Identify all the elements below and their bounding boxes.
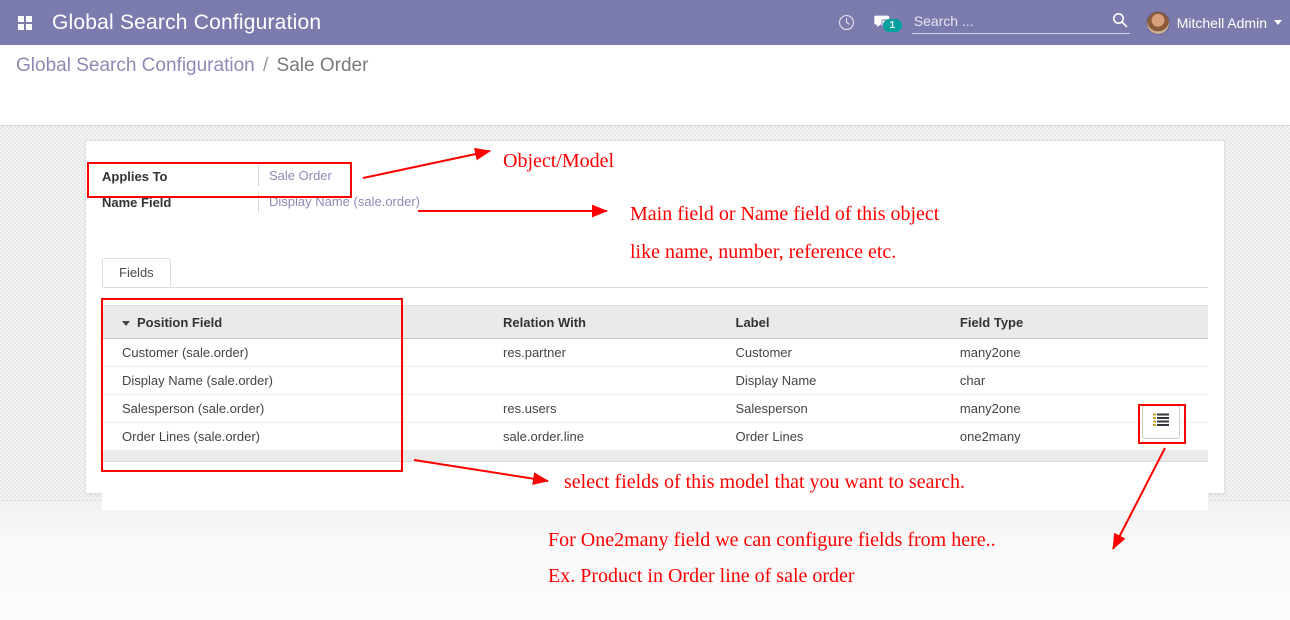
breadcrumb-separator: / (262, 55, 269, 76)
user-menu[interactable]: Mitchell Admin (1145, 10, 1282, 35)
table-row[interactable]: Customer (sale.order) res.partner Custom… (102, 338, 1208, 367)
notebook-tabs: Fields (102, 257, 1208, 288)
cell-position-field: Display Name (sale.order) (102, 366, 496, 395)
column-header-relation-with[interactable]: Relation With (495, 305, 728, 339)
cell-relation-with: sale.order.line (495, 422, 728, 451)
annotation-name-field-line1: Main field or Name field of this object (630, 203, 940, 225)
applies-to-value[interactable]: Sale Order (258, 165, 519, 187)
cell-actions (1136, 366, 1208, 395)
cell-field-type: one2many (951, 422, 1137, 451)
search-icon[interactable] (1112, 12, 1128, 33)
cell-relation-with (495, 366, 728, 395)
table-empty-row (102, 461, 1208, 510)
messages-badge: 1 (882, 19, 902, 32)
annotation-one2many-line2: Ex. Product in Order line of sale order (548, 565, 855, 587)
page-title: Global Search Configuration (52, 10, 322, 34)
tab-fields[interactable]: Fields (102, 258, 171, 287)
breadcrumb-current: Sale Order (276, 55, 369, 76)
cell-field-type: many2one (951, 338, 1137, 367)
user-name: Mitchell Admin (1176, 14, 1267, 31)
cell-position-field: Customer (sale.order) (102, 338, 496, 367)
search-box[interactable] (911, 11, 1130, 34)
navbar-right-group: 1 Mitchell Admin (832, 0, 1290, 45)
column-header-label[interactable]: Label (727, 305, 952, 339)
annotation-box-one2many-button (1138, 404, 1186, 444)
breadcrumb-root[interactable]: Global Search Configuration (16, 55, 255, 76)
annotation-one2many-line1: For One2many field we can configure fiel… (548, 529, 996, 551)
cell-label: Order Lines (727, 422, 952, 451)
table-row[interactable]: Order Lines (sale.order) sale.order.line… (102, 422, 1208, 451)
avatar (1145, 10, 1170, 35)
top-navbar: Global Search Configuration 1 Mit (0, 0, 1290, 45)
cell-relation-with: res.users (495, 394, 728, 423)
cell-label: Salesperson (727, 394, 952, 423)
table-row[interactable]: Display Name (sale.order) Display Name c… (102, 366, 1208, 395)
apps-grid-icon[interactable] (8, 15, 42, 30)
annotation-box-fields-list (101, 298, 403, 472)
applies-to-label: Applies To (102, 168, 168, 184)
messages-icon[interactable]: 1 (862, 13, 906, 32)
breadcrumb: Global Search Configuration / Sale Order (16, 55, 368, 77)
annotation-object-model: Object/Model (503, 150, 615, 172)
clock-icon[interactable] (832, 14, 862, 31)
column-header-field-type[interactable]: Field Type (951, 305, 1137, 339)
cell-field-type: many2one (951, 394, 1137, 423)
cell-label: Customer (727, 338, 952, 367)
search-input[interactable] (911, 11, 1094, 30)
column-header-position-field[interactable]: Position Field (102, 305, 496, 339)
cell-label: Display Name (727, 366, 952, 395)
cell-position-field: Salesperson (sale.order) (102, 394, 496, 423)
name-field-label: Name Field (102, 194, 172, 210)
caret-down-icon (122, 320, 130, 326)
table-spacer-row (102, 450, 1208, 462)
cell-position-field: Order Lines (sale.order) (102, 422, 496, 451)
chevron-down-icon (1274, 20, 1282, 25)
cell-relation-with: res.partner (495, 338, 728, 367)
page-footer-area (0, 500, 1290, 620)
fields-table: Position Field Relation With Label Field… (102, 305, 1208, 510)
annotation-name-field-line2: like name, number, reference etc. (630, 241, 897, 263)
annotation-box-applies-to (87, 162, 352, 198)
cell-actions (1136, 338, 1208, 367)
cell-field-type: char (951, 366, 1137, 395)
form-row-applies-to: Applies To Sale Order (102, 163, 522, 189)
list-lines-icon (1153, 413, 1169, 432)
annotation-select-fields: select fields of this model that you wan… (564, 471, 966, 493)
control-panel: Global Search Configuration / Sale Order… (0, 45, 1290, 163)
column-header-actions (1136, 305, 1208, 339)
form-sheet: Applies To Sale Order Name Field Display… (85, 140, 1225, 510)
table-header-row: Position Field Relation With Label Field… (102, 305, 1208, 339)
